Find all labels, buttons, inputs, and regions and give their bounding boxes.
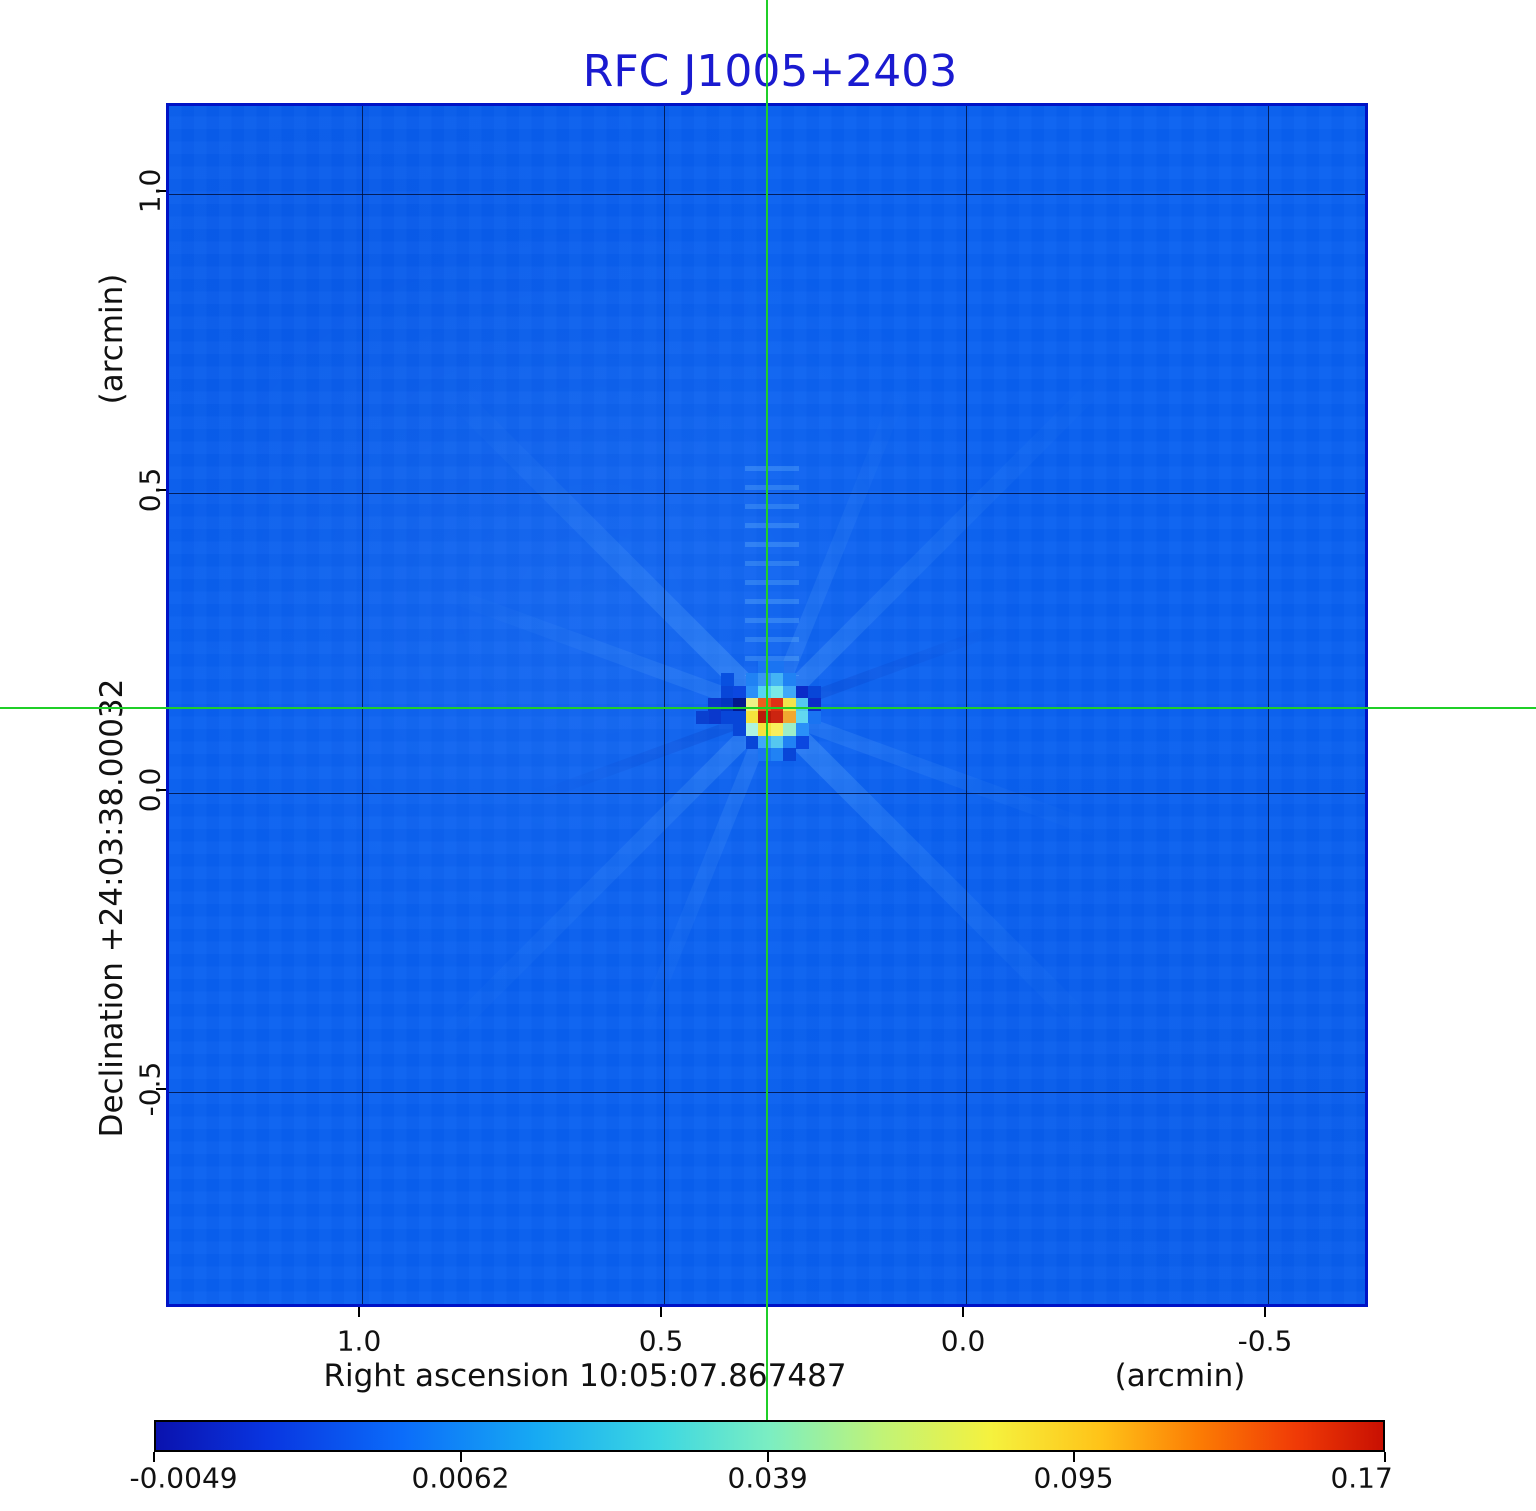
colorbar-tick-label: -0.0049 <box>129 1461 238 1495</box>
y-axis-label: Declination +24:03:38.00032 <box>94 678 130 1138</box>
crosshair-horizontal-line <box>0 707 1536 709</box>
colorbar-tick-label: 0.095 <box>1033 1461 1114 1495</box>
source-pixel <box>783 748 796 761</box>
source-pixel <box>770 698 784 711</box>
source-pixel <box>745 735 759 749</box>
source-pixel <box>695 710 709 724</box>
source-pixel <box>783 710 796 724</box>
source-pixel <box>758 710 771 724</box>
x-axis-tick <box>660 1307 662 1317</box>
source-pixel <box>758 685 771 699</box>
source-pixel <box>770 660 784 674</box>
crosshair-vertical-line <box>766 0 768 1420</box>
source-pixel <box>770 710 784 724</box>
y-tick-label: -0.5 <box>133 1061 167 1117</box>
grid-line-vertical <box>362 106 363 1304</box>
y-axis-unit-label: (arcmin) <box>94 273 130 405</box>
source-pixel <box>745 710 759 724</box>
source-pixel <box>808 710 821 724</box>
source-pixel <box>733 698 746 711</box>
colorbar-tick <box>1384 1452 1386 1462</box>
source-pixel <box>745 685 759 699</box>
source-pixel <box>745 698 759 711</box>
grid-line-vertical <box>966 106 967 1304</box>
source-pixel <box>745 673 759 686</box>
source-pixel <box>770 685 784 699</box>
source-pixel <box>758 698 771 711</box>
source-pixel <box>733 685 746 699</box>
grid-line-vertical <box>1268 106 1269 1304</box>
source-pixel <box>720 710 734 724</box>
y-tick-label: 1.0 <box>133 168 167 214</box>
y-axis-tick <box>156 1088 166 1090</box>
source-pixel <box>720 685 734 699</box>
source-pixel <box>720 673 734 686</box>
colorbar-tick-label: 0.17 <box>1330 1461 1393 1495</box>
x-tick-label: 1.0 <box>336 1324 382 1358</box>
x-tick-label: -0.5 <box>1237 1324 1293 1358</box>
colorbar-tick <box>766 1452 769 1462</box>
source-pixel <box>795 735 809 749</box>
source-pixel <box>758 723 771 736</box>
source-pixel <box>795 685 809 699</box>
sidelobe-ripple-above <box>745 466 799 676</box>
source-pixel <box>783 698 796 711</box>
y-axis-tick <box>156 789 166 791</box>
source-pixel <box>783 723 796 736</box>
source-pixel <box>720 698 734 711</box>
source-pixel <box>708 710 721 724</box>
x-axis-label: Right ascension 10:05:07.867487 <box>323 1358 847 1394</box>
colorbar-tick <box>459 1452 462 1462</box>
source-pixel <box>795 723 809 736</box>
source-pixel <box>770 723 784 736</box>
x-axis-tick <box>962 1307 964 1317</box>
x-axis-tick <box>1264 1307 1266 1317</box>
colorbar <box>154 1420 1385 1452</box>
x-axis-tick <box>358 1307 360 1317</box>
source-pixel <box>758 660 771 674</box>
x-axis-unit-label: (arcmin) <box>1114 1358 1246 1394</box>
grid-line-vertical <box>664 106 665 1304</box>
source-pixel <box>770 673 784 686</box>
source-pixel <box>783 673 796 686</box>
source-pixel <box>733 710 746 724</box>
y-axis-tick <box>156 489 166 491</box>
colorbar-tick <box>153 1452 155 1462</box>
colorbar-tick-label: 0.039 <box>727 1461 808 1495</box>
source-pixel <box>770 748 784 761</box>
source-pixel <box>733 723 746 736</box>
y-tick-label: 0.5 <box>133 467 167 513</box>
source-pixel <box>708 698 721 711</box>
source-pixel <box>783 735 796 749</box>
source-pixel <box>770 735 784 749</box>
source-pixel <box>795 710 809 724</box>
source-pixel <box>758 748 771 761</box>
x-tick-label: 0.0 <box>940 1324 986 1358</box>
plot-title: RFC J1005+2403 <box>582 46 958 97</box>
y-tick-label: 0.0 <box>133 767 167 813</box>
colorbar-tick <box>1072 1452 1075 1462</box>
source-pixel <box>808 685 821 699</box>
colorbar-tick-label: 0.0062 <box>411 1461 510 1495</box>
source-pixel <box>758 673 771 686</box>
source-pixel <box>795 698 809 711</box>
y-axis-tick <box>156 190 166 192</box>
x-tick-label: 0.5 <box>638 1324 684 1358</box>
source-pixel <box>808 698 821 711</box>
source-pixel <box>745 723 759 736</box>
source-pixel <box>758 735 771 749</box>
source-pixel <box>783 685 796 699</box>
